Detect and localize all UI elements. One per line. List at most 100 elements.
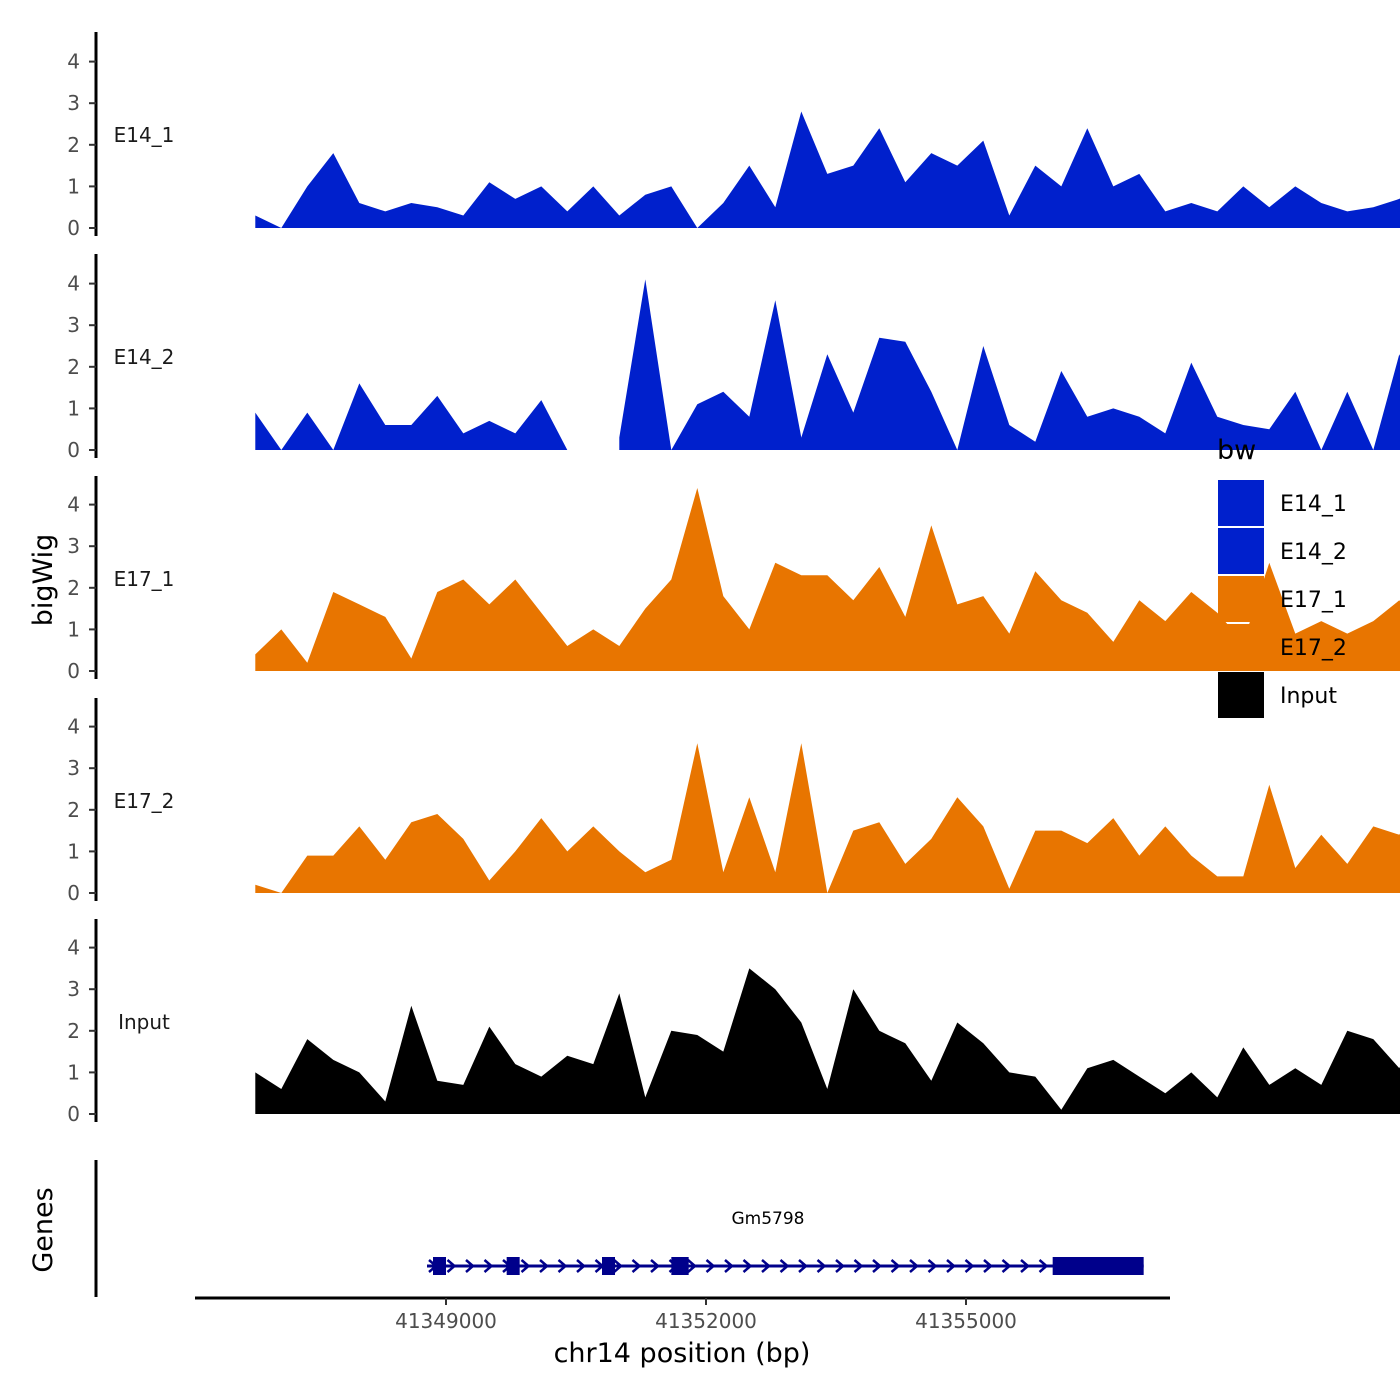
- track-label: Input: [118, 1010, 170, 1034]
- legend-swatch-e17-2: [1218, 624, 1264, 670]
- strand-arrow: [557, 1259, 568, 1273]
- signal-area-e14-2: [619, 279, 1400, 450]
- strand-arrow: [650, 1259, 660, 1273]
- y-tick-label: 4: [67, 493, 80, 517]
- x-axis: 41349000 41352000 41355000: [195, 1296, 1170, 1333]
- strand-arrow: [465, 1259, 475, 1273]
- track-e17-1: 0 1 2 3 4 E17_1: [67, 476, 1400, 683]
- y-tick-label: 4: [67, 715, 80, 739]
- strand-arrow: [872, 1259, 882, 1273]
- y-tick-label: 2: [67, 576, 80, 600]
- y-tick-label: 1: [67, 174, 80, 198]
- legend-label-e17-1: E17_1: [1280, 588, 1347, 613]
- signal-area-e17-1: [255, 488, 1400, 671]
- strand-arrow: [687, 1259, 697, 1273]
- track-e17-2: 0 1 2 3 4 E17_2: [67, 698, 1400, 905]
- signal-area-e14-2: [255, 383, 568, 450]
- strand-arrow: [816, 1259, 827, 1273]
- gene-model: [427, 1257, 1144, 1275]
- y-tick-label: 1: [67, 396, 80, 420]
- signal-area-e17-2: [255, 743, 1400, 893]
- strand-arrow: [576, 1259, 586, 1273]
- y-tick-label: 4: [67, 50, 80, 74]
- y-tick-label: 2: [67, 133, 80, 157]
- y-tick-label: 4: [67, 936, 80, 960]
- legend-label-e17-2: E17_2: [1280, 636, 1347, 661]
- strand-arrow: [946, 1259, 956, 1273]
- legend-label-e14-2: E14_2: [1280, 540, 1347, 565]
- y-tick-label: 0: [67, 881, 80, 905]
- track-label: E14_1: [114, 123, 175, 147]
- strand-arrow: [927, 1259, 938, 1273]
- track-e14-2: 0 1 2 3 4 E14_2: [67, 254, 1400, 462]
- strand-arrow: [724, 1259, 734, 1273]
- y-tick-label: 3: [67, 91, 80, 115]
- x-tick-label: 41349000: [395, 1309, 497, 1333]
- strand-arrow: [1038, 1259, 1049, 1273]
- gene-name-label: Gm5798: [732, 1209, 805, 1229]
- y-tick-label: 1: [67, 839, 80, 863]
- x-axis-title: chr14 position (bp): [554, 1338, 811, 1369]
- track-panels: 0 1 2 3 4 E14_1 0 1 2 3 4 E14_2 0 1 2 3 4 E17_1 0 1 2 3 4 E17_2…: [67, 32, 1400, 1126]
- strand-arrow: [835, 1259, 845, 1273]
- y-tick-label: 0: [67, 216, 80, 240]
- genes-panel-title: Genes: [28, 1187, 59, 1272]
- strand-arrow: [742, 1259, 753, 1273]
- strand-arrow: [761, 1259, 771, 1273]
- y-tick-label: 3: [67, 313, 80, 337]
- strand-arrow: [631, 1259, 642, 1273]
- legend-swatch-e14-2: [1218, 528, 1264, 574]
- legend: bw E14_1 E14_2 E17_1 E17_2 Input: [1217, 435, 1347, 718]
- strand-arrow: [1020, 1259, 1030, 1273]
- y-tick-label: 2: [67, 1019, 80, 1043]
- y-tick-label: 2: [67, 798, 80, 822]
- track-label: E17_1: [114, 567, 175, 591]
- genes-panel: Genes Gm5798: [28, 1160, 1144, 1297]
- y-tick-label: 4: [67, 272, 80, 296]
- strand-arrow: [483, 1259, 494, 1273]
- strand-arrow: [705, 1259, 716, 1273]
- gene-exon: [1052, 1257, 1144, 1275]
- track-input: 0 1 2 3 4 Input: [67, 919, 1400, 1126]
- y-tick-label: 0: [67, 1102, 80, 1126]
- strand-arrow: [853, 1259, 864, 1273]
- gene-exon: [671, 1257, 689, 1275]
- legend-swatch-e17-1: [1218, 576, 1264, 622]
- x-tick-label: 41355000: [915, 1309, 1017, 1333]
- gene-exon: [433, 1257, 446, 1275]
- track-label: E14_2: [114, 345, 175, 369]
- legend-swatch-e14-1: [1218, 480, 1264, 526]
- strand-arrow: [520, 1259, 531, 1273]
- y-axis-title: bigWig: [28, 534, 59, 627]
- y-tick-label: 0: [67, 659, 80, 683]
- strand-arrow: [964, 1259, 975, 1273]
- track-e14-1: 0 1 2 3 4 E14_1: [67, 32, 1400, 240]
- strand-arrow: [1001, 1259, 1012, 1273]
- strand-arrow: [779, 1259, 790, 1273]
- signal-area-e14-1: [255, 111, 1400, 228]
- legend-label-input: Input: [1280, 684, 1337, 709]
- y-tick-label: 1: [67, 617, 80, 641]
- y-tick-label: 1: [67, 1060, 80, 1084]
- strand-arrow: [613, 1259, 623, 1273]
- legend-title: bw: [1217, 435, 1256, 466]
- strand-arrow: [446, 1259, 457, 1273]
- signal-area-input: [255, 968, 1400, 1114]
- gene-exon: [506, 1257, 520, 1275]
- strand-arrow: [798, 1259, 808, 1273]
- y-tick-label: 3: [67, 756, 80, 780]
- y-tick-label: 3: [67, 977, 80, 1001]
- strand-arrow: [983, 1259, 993, 1273]
- strand-arrow: [890, 1259, 901, 1273]
- track-label: E17_2: [114, 789, 175, 813]
- y-tick-label: 0: [67, 438, 80, 462]
- gene-exon: [602, 1257, 615, 1275]
- strand-arrow: [909, 1259, 919, 1273]
- y-tick-label: 3: [67, 534, 80, 558]
- legend-swatch-input: [1218, 672, 1264, 718]
- y-tick-label: 2: [67, 355, 80, 379]
- x-tick-label: 41352000: [655, 1309, 757, 1333]
- strand-arrow: [539, 1259, 549, 1273]
- legend-label-e14-1: E14_1: [1280, 492, 1347, 517]
